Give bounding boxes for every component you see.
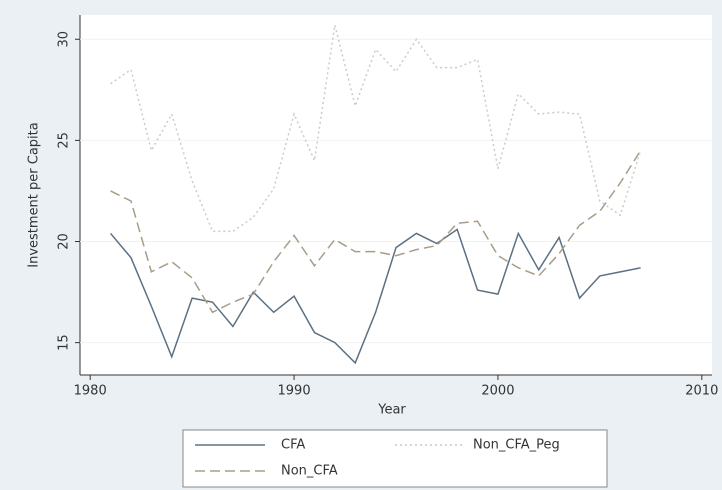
plot-area	[80, 15, 712, 375]
x-tick-label: 2010	[685, 384, 718, 399]
y-tick-label: 25	[57, 132, 72, 149]
y-tick-label: 15	[57, 334, 72, 351]
legend	[182, 429, 608, 488]
y-tick-label: 20	[57, 233, 72, 250]
x-axis-label: Year	[377, 403, 406, 418]
y-tick-label: 30	[57, 31, 72, 48]
series-line	[110, 150, 642, 314]
series-line	[110, 228, 641, 365]
series-line	[110, 24, 642, 233]
x-tick-label: 1980	[74, 384, 107, 399]
legend-label: Non_CFA	[281, 464, 338, 479]
legend-label: CFA	[281, 438, 305, 453]
x-tick-label: 1990	[278, 384, 311, 399]
y-axis-label: Investment per Capita	[27, 122, 42, 267]
x-tick-label: 2000	[481, 384, 514, 399]
legend-label: Non_CFA_Peg	[473, 438, 560, 453]
